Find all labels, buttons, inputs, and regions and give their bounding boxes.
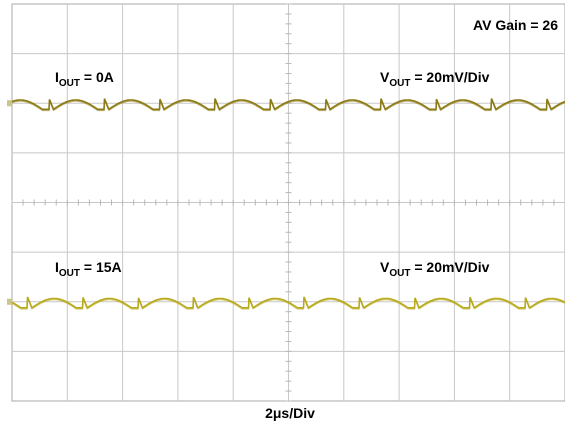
trace-line — [11, 296, 565, 309]
trace-line — [11, 98, 565, 111]
load-label-bottom: IOUT = 15A — [55, 259, 122, 279]
gain-label: AV Gain = 26 — [473, 17, 558, 33]
scale-label-bottom: VOUT = 20mV/Div — [380, 259, 490, 279]
x-scale-label: 2μs/Div — [265, 405, 315, 421]
load-label-top: IOUT = 0A — [55, 69, 114, 89]
channel-markers — [7, 100, 12, 305]
channel-marker — [7, 100, 12, 107]
traces — [11, 98, 565, 310]
scale-label-top: VOUT = 20mV/Div — [380, 69, 490, 89]
channel-marker — [7, 298, 12, 305]
center-axis-ticks — [11, 3, 565, 402]
